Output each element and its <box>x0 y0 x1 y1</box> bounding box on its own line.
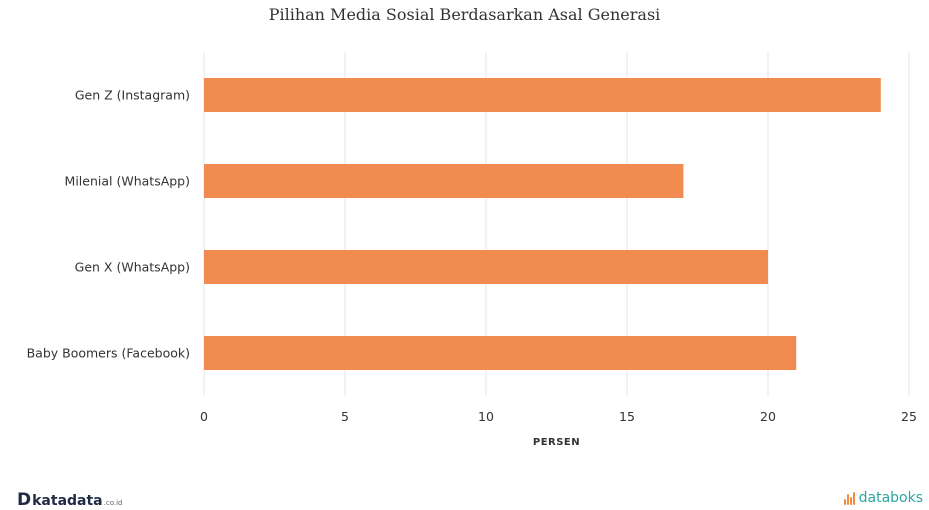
category-labels: Gen Z (Instagram) Milenial (WhatsApp) Gen … <box>27 88 190 361</box>
category-label: Baby Boomers (Facebook) <box>27 346 190 361</box>
x-tick-label: 0 <box>200 409 208 424</box>
chart-title: Pilihan Media Sosial Berdasarkan Asal Ge… <box>268 5 661 24</box>
katadata-logo-text: katadata <box>32 493 103 509</box>
katadata-logo: D katadata .co.id <box>17 490 123 510</box>
bar[interactable] <box>204 78 881 112</box>
x-tick-label: 20 <box>760 409 776 424</box>
databoks-logo-text: databoks <box>858 490 923 506</box>
category-label: Milenial (WhatsApp) <box>65 174 190 189</box>
x-tick-label: 5 <box>341 409 349 424</box>
databoks-bars-icon <box>843 491 856 505</box>
bar[interactable] <box>204 250 768 284</box>
category-label: Gen X (WhatsApp) <box>75 260 190 275</box>
bar[interactable] <box>204 164 684 198</box>
x-tick-label: 10 <box>478 409 494 424</box>
bar[interactable] <box>204 336 797 370</box>
category-label: Gen Z (Instagram) <box>75 88 190 103</box>
x-tick-label: 15 <box>619 409 635 424</box>
x-axis-label: PERSEN <box>533 437 580 448</box>
katadata-logo-suffix: .co.id <box>103 499 123 507</box>
databoks-logo: databoks <box>843 490 923 506</box>
katadata-logo-mark: D <box>17 490 32 510</box>
x-tick-labels: 0 5 10 15 20 25 <box>200 409 917 424</box>
x-tick-label: 25 <box>901 409 917 424</box>
bars <box>204 78 881 370</box>
